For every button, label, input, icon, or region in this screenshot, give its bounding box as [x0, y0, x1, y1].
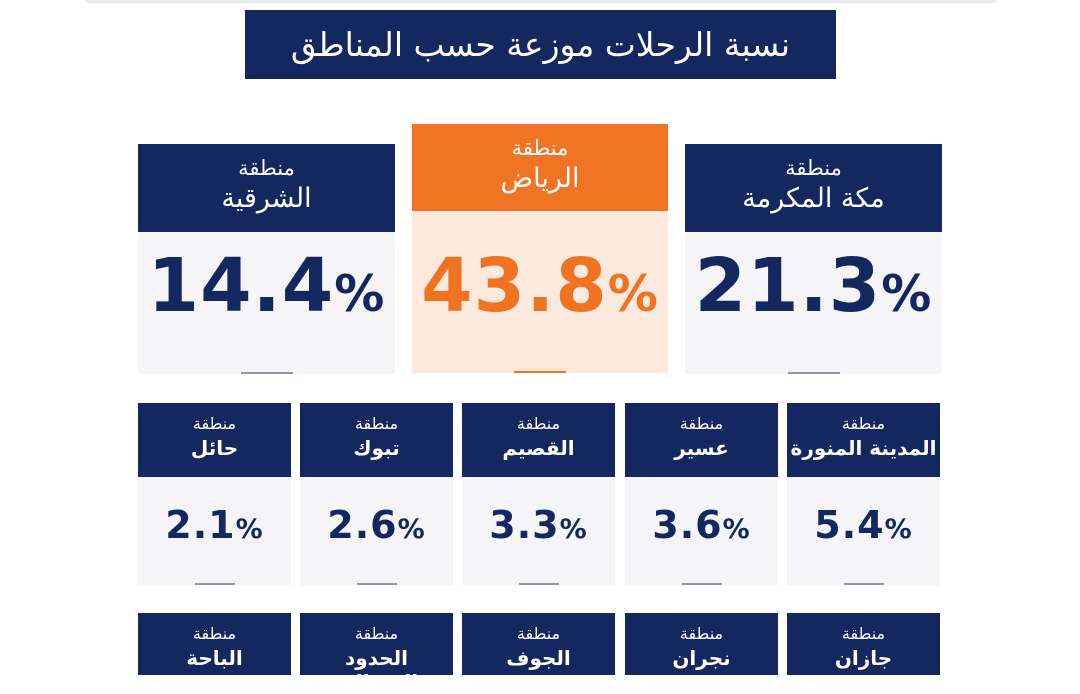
region-card-header: منطقة حائل [138, 403, 291, 477]
region-card-header: منطقة عسير [625, 403, 778, 477]
region-name-label: عسير [674, 436, 729, 460]
region-card-header: منطقة القصيم [462, 403, 615, 477]
region-name-label: تبوك [353, 436, 400, 460]
card-bottom-dash [356, 583, 397, 585]
region-name-label: نجران [672, 646, 731, 670]
value-unit: % [607, 265, 659, 323]
value-number: 43.8 [421, 243, 608, 329]
region-prefix-label: منطقة [841, 624, 886, 643]
region-card-body [787, 477, 940, 585]
region-value: 43.8% [412, 246, 668, 334]
value-number: 21.3 [694, 243, 882, 329]
value-unit: % [235, 514, 264, 545]
region-card-header: منطقة تبوك [300, 403, 453, 477]
region-card-header: منطقة الباحة [138, 613, 291, 675]
value-unit: % [397, 514, 426, 545]
region-prefix-label: منطقة [511, 136, 569, 160]
region-prefix-label: منطقة [354, 414, 399, 433]
value-unit: % [722, 514, 751, 545]
card-bottom-dash [194, 583, 235, 585]
value-number: 14.4 [147, 243, 335, 329]
region-prefix-label: منطقة [679, 414, 724, 433]
region-value: 5.4% [787, 503, 940, 552]
region-value: 3.3% [462, 503, 615, 552]
region-value: 21.3% [685, 246, 942, 334]
region-name-label: القصيم [502, 436, 575, 460]
top-shadow-strip [85, 0, 997, 3]
value-number: 2.6 [327, 503, 398, 547]
region-card-header: منطقة نجران [625, 613, 778, 675]
region-name-label: جازان [834, 646, 893, 670]
region-card-body [625, 477, 778, 585]
region-card-body [462, 477, 615, 585]
region-card-header: منطقة الشرقية [138, 144, 395, 232]
region-card-header: منطقة المدينة المنورة [787, 403, 940, 477]
card-bottom-dash [843, 583, 884, 585]
page-title: نسبة الرحلات موزعة حسب المناطق [245, 10, 836, 79]
region-prefix-label: منطقة [192, 624, 237, 643]
value-unit: % [334, 265, 386, 323]
card-bottom-dash [787, 372, 840, 374]
value-unit: % [881, 265, 933, 323]
region-prefix-label: منطقة [841, 414, 886, 433]
region-card-body [685, 232, 942, 374]
region-name-label: الجوف [506, 646, 571, 670]
value-number: 3.6 [652, 503, 723, 547]
region-prefix-label: منطقة [192, 414, 237, 433]
region-name-label: مكة المكرمة [742, 183, 885, 214]
region-value: 3.6% [625, 503, 778, 552]
region-name-label: المدينة المنورة [790, 436, 937, 460]
region-card-body [412, 211, 668, 373]
region-card-body [138, 232, 395, 374]
region-prefix-label: منطقة [516, 414, 561, 433]
value-number: 2.1 [165, 503, 236, 547]
region-card-body [138, 477, 291, 585]
region-value: 2.6% [300, 503, 453, 552]
region-prefix-label: منطقة [679, 624, 724, 643]
region-card-header: منطقة مكة المكرمة [685, 144, 942, 232]
region-name-label: الشرقية [221, 183, 312, 214]
region-card-header: منطقة الرياض [412, 124, 668, 211]
value-number: 3.3 [489, 503, 560, 547]
region-prefix-label: منطقة [354, 624, 399, 643]
region-value: 2.1% [138, 503, 291, 552]
region-prefix-label: منطقة [785, 156, 842, 180]
region-value: 14.4% [138, 246, 395, 334]
region-prefix-label: منطقة [238, 156, 295, 180]
region-prefix-label: منطقة [516, 624, 561, 643]
card-bottom-dash [514, 371, 566, 373]
card-bottom-dash [518, 583, 559, 585]
region-card-header: منطقة الجوف [462, 613, 615, 675]
region-card-body [300, 477, 453, 585]
region-name-label: الحدود الشمالية [334, 646, 419, 694]
value-unit: % [884, 514, 913, 545]
region-name-label: الباحة [186, 646, 243, 670]
region-name-label: حائل [190, 436, 239, 460]
region-card-header: منطقة جازان [787, 613, 940, 675]
value-unit: % [559, 514, 588, 545]
value-number: 5.4 [814, 503, 885, 547]
region-name-label: الرياض [500, 163, 580, 194]
card-bottom-dash [681, 583, 722, 585]
region-card-header: منطقة الحدود الشمالية [300, 613, 453, 694]
card-bottom-dash [240, 372, 293, 374]
